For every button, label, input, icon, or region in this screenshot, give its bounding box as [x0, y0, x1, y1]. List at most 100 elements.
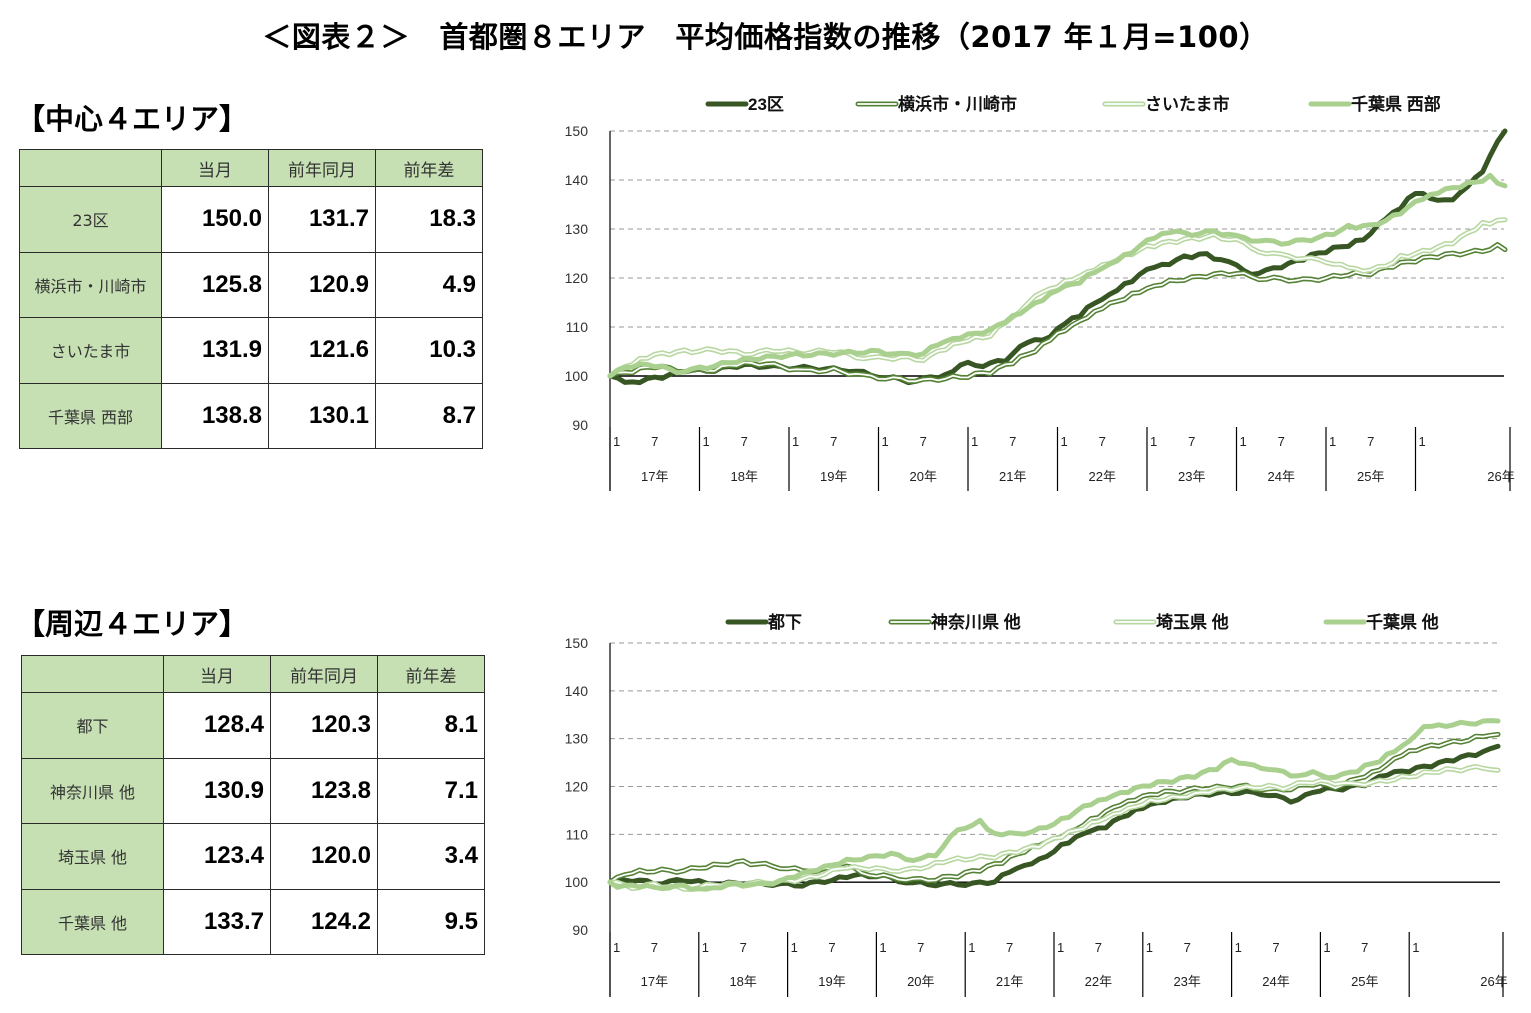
- value-current: 150.0: [161, 186, 269, 253]
- y-tick-label: 150: [565, 123, 589, 139]
- x-tick-label: 7: [1099, 434, 1106, 449]
- table-header-prev-year: 前年同月: [270, 655, 378, 693]
- index-table-central: 当月 前年同月 前年差 23区 150.0 131.7 18.3 横浜市・川崎市…: [19, 149, 483, 449]
- x-tick-label: 7: [1188, 434, 1195, 449]
- value-current: 123.4: [163, 823, 271, 890]
- value-prev-year: 120.0: [270, 823, 378, 890]
- y-tick-label: 90: [572, 922, 588, 938]
- x-tick-label: 1: [1061, 434, 1068, 449]
- table-row: 都下 128.4 120.3 8.1: [21, 692, 485, 759]
- year-label: 17年: [641, 469, 668, 484]
- x-tick-label: 1: [882, 434, 889, 449]
- table-header-blank: [21, 655, 164, 693]
- x-tick-label: 1: [1146, 940, 1153, 955]
- year-label: 22年: [1089, 469, 1116, 484]
- x-tick-label: 1: [613, 940, 620, 955]
- year-label: 26年: [1480, 974, 1507, 989]
- year-label: 18年: [729, 974, 756, 989]
- table-row: 横浜市・川崎市 125.8 120.9 4.9: [19, 251, 483, 318]
- year-label: 25年: [1357, 469, 1384, 484]
- legend-label: さいたま市: [1145, 94, 1230, 114]
- year-label: 21年: [996, 974, 1023, 989]
- year-label: 25年: [1351, 974, 1378, 989]
- value-diff: 8.7: [375, 382, 483, 449]
- value-current: 133.7: [163, 888, 271, 955]
- value-prev-year: 124.2: [270, 888, 378, 955]
- year-label: 23年: [1173, 974, 1200, 989]
- x-tick-label: 1: [703, 434, 710, 449]
- line-chart-peripheral: 90 100 110 120 130 140 150 1 7 1 7 1 7 1 7 1 7 1 7 1 7 1 7 1 7 1 1…: [565, 612, 1508, 997]
- year-label: 17年: [641, 974, 668, 989]
- table-header-current: 当月: [161, 149, 269, 187]
- y-tick-label: 140: [565, 172, 589, 188]
- series-line: [607, 128, 1508, 386]
- table-header-blank: [19, 149, 162, 187]
- y-tick-label: 110: [566, 319, 589, 335]
- value-diff: 18.3: [375, 186, 483, 253]
- line-chart-central: 90 100 110 120 130 140 150 1 7 1 7 1 7 1 7 1 7 1 7 1 7 1 7 1 7 1 1…: [565, 94, 1515, 491]
- series-line-inner: [609, 733, 1499, 884]
- table-header-diff: 前年差: [377, 655, 485, 693]
- x-tick-label: 7: [1095, 940, 1102, 955]
- y-tick-label: 150: [565, 635, 589, 651]
- x-tick-label: 1: [1235, 940, 1242, 955]
- value-prev-year: 123.8: [270, 757, 378, 824]
- table-row: 23区 150.0 131.7 18.3: [19, 186, 483, 253]
- series-line: [607, 718, 1501, 892]
- x-tick-label: 7: [830, 434, 837, 449]
- x-tick-label: 1: [792, 434, 799, 449]
- table-row: 千葉県 西部 138.8 130.1 8.7: [19, 382, 483, 449]
- table-header-diff: 前年差: [375, 149, 483, 187]
- year-label: 20年: [907, 974, 934, 989]
- value-prev-year: 120.9: [268, 251, 376, 318]
- section-title-central: 【中心４エリア】: [16, 102, 249, 136]
- legend-label: 埼玉県 他: [1156, 612, 1229, 632]
- x-tick-label: 7: [1367, 434, 1374, 449]
- y-tick-label: 120: [565, 270, 589, 286]
- y-tick-label: 90: [572, 417, 588, 433]
- row-label: 神奈川県 他: [21, 757, 164, 824]
- value-diff: 3.4: [377, 823, 485, 890]
- legend-label: 千葉県 西部: [1351, 94, 1441, 114]
- x-tick-label: 1: [1150, 434, 1157, 449]
- row-label: 横浜市・川崎市: [19, 251, 162, 318]
- row-label: 埼玉県 他: [21, 823, 164, 890]
- legend-label: 神奈川県 他: [931, 612, 1021, 632]
- value-diff: 7.1: [377, 757, 485, 824]
- series-line: [607, 217, 1508, 379]
- value-prev-year: 120.3: [270, 692, 378, 759]
- year-label: 19年: [818, 974, 845, 989]
- x-tick-label: 1: [1329, 434, 1336, 449]
- y-tick-label: 130: [565, 731, 589, 747]
- legend-label: 横浜市・川崎市: [898, 94, 1017, 114]
- year-label: 24年: [1268, 469, 1295, 484]
- index-table-peripheral: 当月 前年同月 前年差 都下 128.4 120.3 8.1 神奈川県 他 13…: [21, 655, 485, 955]
- year-label: 21年: [999, 469, 1026, 484]
- x-tick-label: 7: [920, 434, 927, 449]
- x-tick-label: 7: [1184, 940, 1191, 955]
- series-line-inner: [609, 243, 1506, 383]
- year-label: 18年: [731, 469, 758, 484]
- year-label: 24年: [1262, 974, 1289, 989]
- value-diff: 4.9: [375, 251, 483, 318]
- legend-label: 千葉県 他: [1366, 612, 1439, 632]
- table-row: 埼玉県 他 123.4 120.0 3.4: [21, 823, 485, 890]
- x-tick-label: 1: [702, 940, 709, 955]
- value-current: 138.8: [161, 382, 269, 449]
- x-tick-label: 7: [1361, 940, 1368, 955]
- year-label: 19年: [820, 469, 847, 484]
- x-tick-label: 7: [1009, 434, 1016, 449]
- x-tick-label: 1: [1419, 434, 1426, 449]
- x-tick-label: 1: [1057, 940, 1064, 955]
- table-header-current: 当月: [163, 655, 271, 693]
- x-tick-label: 1: [1412, 940, 1419, 955]
- x-tick-label: 1: [968, 940, 975, 955]
- x-tick-label: 1: [971, 434, 978, 449]
- x-tick-label: 7: [740, 940, 747, 955]
- year-label: 22年: [1085, 974, 1112, 989]
- x-tick-label: 7: [1272, 940, 1279, 955]
- series-line: [607, 172, 1508, 379]
- value-current: 128.4: [163, 692, 271, 759]
- table-row: さいたま市 131.9 121.6 10.3: [19, 317, 483, 384]
- y-tick-label: 110: [566, 826, 589, 842]
